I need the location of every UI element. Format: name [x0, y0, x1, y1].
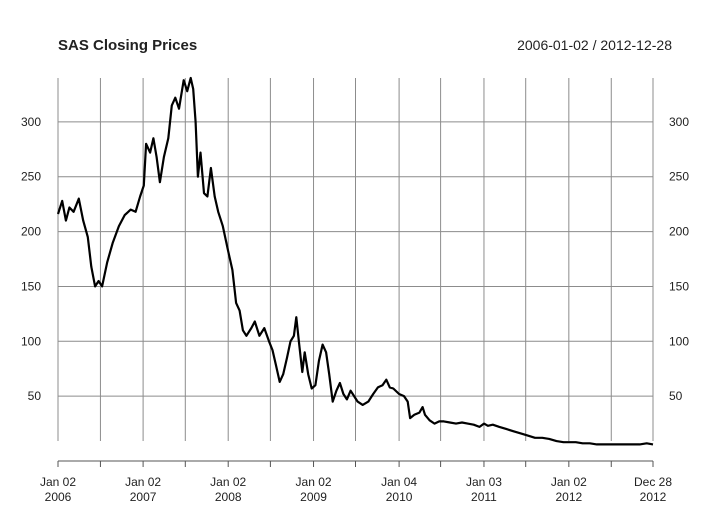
x-tick-label: Jan 04 [381, 475, 417, 489]
x-tick-label: Jan 02 [551, 475, 587, 489]
y-tick-labels-left: 50 100 150 200 250 300 [21, 115, 41, 403]
y-tick-label: 250 [21, 170, 41, 184]
chart-title: SAS Closing Prices [58, 37, 198, 54]
y-tick-label: 50 [28, 389, 42, 403]
x-tick-label: Jan 02 [125, 475, 161, 489]
y-tick-label-right: 50 [669, 389, 683, 403]
y-tick-label: 300 [21, 115, 41, 129]
y-tick-label: 150 [21, 279, 41, 293]
x-tick-label: Jan 02 [210, 475, 246, 489]
y-tick-label: 100 [21, 334, 41, 348]
x-tick-label-year: 2012 [640, 490, 667, 504]
price-series-line [56, 76, 654, 446]
y-tick-label: 200 [21, 225, 41, 239]
x-tick-label-year: 2009 [300, 490, 327, 504]
y-tick-labels-right: 50 100 150 200 250 300 [669, 115, 689, 403]
x-tick-label: Jan 02 [40, 475, 76, 489]
x-tick-label: Jan 02 [296, 475, 332, 489]
x-tick-label-year: 2012 [555, 490, 582, 504]
x-tick-label-year: 2007 [130, 490, 157, 504]
x-tick-label-year: 2006 [45, 490, 72, 504]
y-tick-label-right: 100 [669, 334, 689, 348]
date-range-label: 2006-01-02 / 2012-12-28 [517, 37, 672, 53]
y-tick-label-right: 200 [669, 225, 689, 239]
y-tick-label-right: 150 [669, 279, 689, 293]
y-tick-label-right: 250 [669, 170, 689, 184]
x-tick-label: Dec 28 [634, 475, 672, 489]
x-tick-label-year: 2010 [386, 490, 413, 504]
x-tick-label: Jan 03 [466, 475, 502, 489]
x-tick-label-year: 2011 [471, 490, 497, 504]
y-tick-label-right: 300 [669, 115, 689, 129]
grid-layer [57, 78, 654, 441]
x-tick-label-year: 2008 [215, 490, 242, 504]
series-layer [56, 76, 654, 446]
